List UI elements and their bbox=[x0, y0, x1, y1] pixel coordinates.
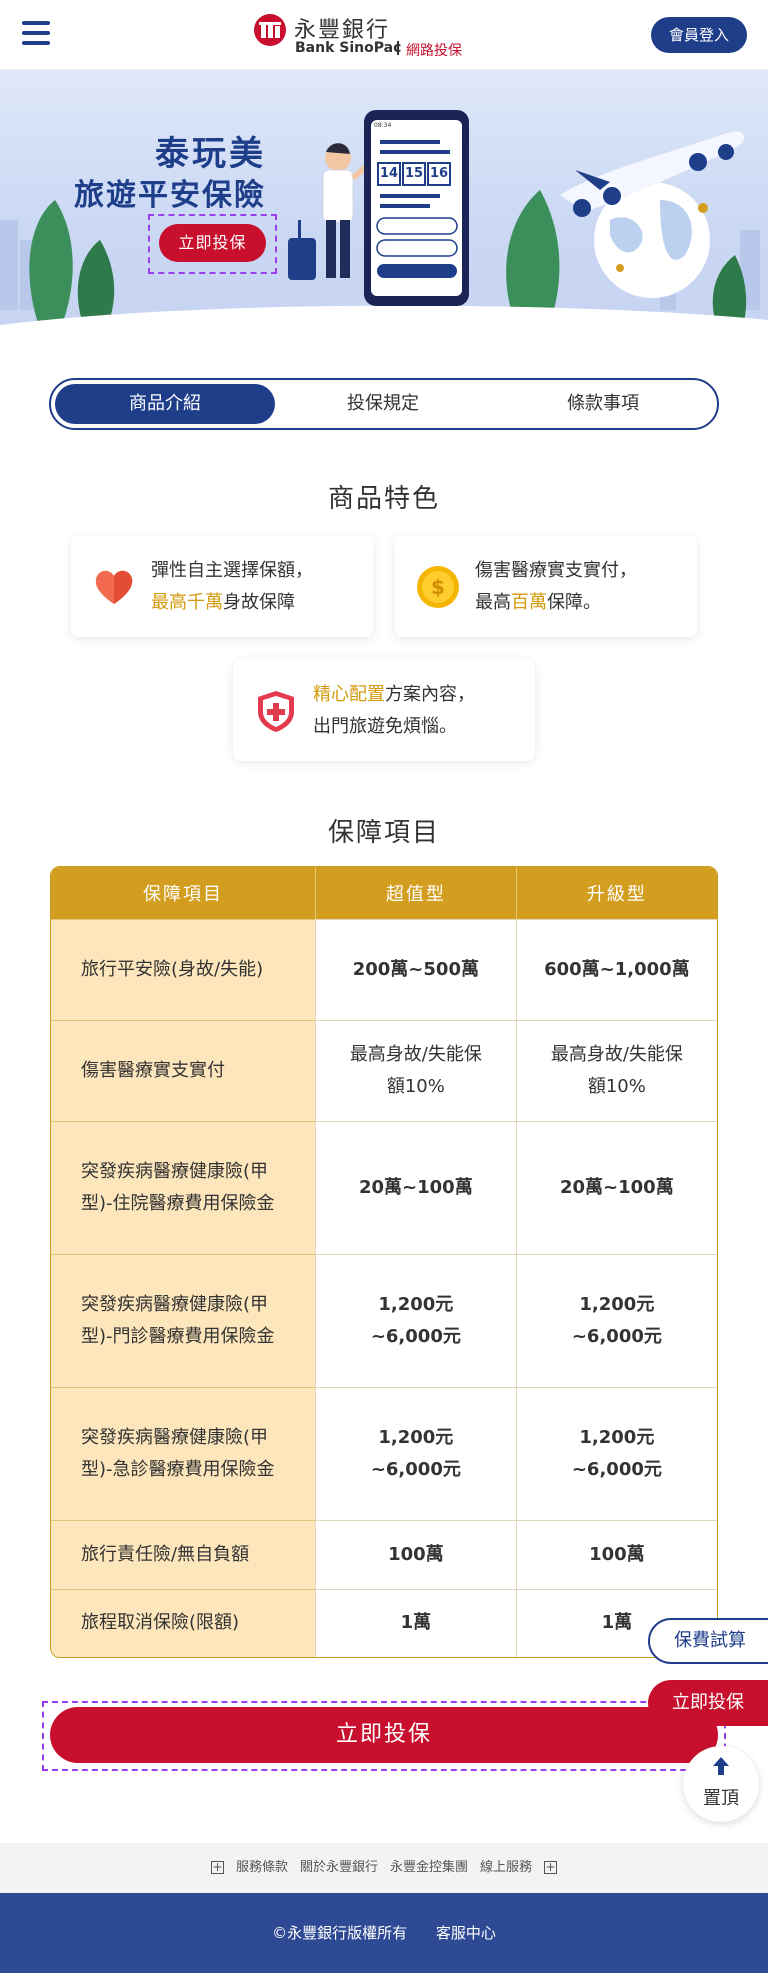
table-row: 旅程取消保險(限額) 1萬 1萬 bbox=[51, 1588, 717, 1657]
feature-text-plan: 精心配置方案內容， 出門旅遊免煩惱。 bbox=[313, 684, 475, 737]
feature-card-medical: $ 傷害醫療實支實付， 最高百萬保障。 bbox=[395, 535, 697, 637]
coverage-item-name: 突發疾病醫療健康險(甲型)-急診醫療費用保險金 bbox=[51, 1386, 316, 1520]
coverage-item-name: 突發疾病醫療健康險(甲型)-住院醫療費用保險金 bbox=[51, 1120, 316, 1254]
expand-plus-icon[interactable]: + bbox=[210, 1860, 224, 1874]
footer-link-online-service[interactable]: 線上服務 bbox=[480, 1860, 533, 1875]
value-plan-amount: 20萬~100萬 bbox=[314, 1120, 517, 1254]
features-title: 商品特色 bbox=[327, 484, 440, 514]
upgrade-plan-amount: 最高身故/失能保額10% bbox=[515, 1019, 717, 1121]
footer-link-group[interactable]: 永豐金控集團 bbox=[390, 1860, 469, 1875]
value-plan-amount: 1,200元~6,000元 bbox=[314, 1253, 517, 1387]
copyright-text: ©永豐銀行版權所有 bbox=[272, 1924, 408, 1942]
bank-name-cn: 永豐銀行 bbox=[294, 18, 391, 43]
feature-card-coverage: 彈性自主選擇保額， 最高千萬身故保障 bbox=[71, 535, 373, 637]
value-plan-amount: 1,200元~6,000元 bbox=[314, 1386, 517, 1520]
main-cta-highlight-frame bbox=[42, 1701, 726, 1771]
phone-time: 08:34 bbox=[374, 122, 392, 129]
shield-plus-icon bbox=[258, 691, 294, 732]
coverage-title: 保障項目 bbox=[327, 818, 440, 848]
header-upgrade-plan: 升級型 bbox=[515, 867, 717, 919]
tab-terms[interactable]: 條款事項 bbox=[567, 393, 639, 414]
feature-text-coverage: 彈性自主選擇保額， 最高千萬身故保障 bbox=[151, 560, 313, 613]
coverage-item-name: 突發疾病醫療健康險(甲型)-門診醫療費用保險金 bbox=[51, 1253, 316, 1387]
tab-enrollment-rules[interactable]: 投保規定 bbox=[347, 393, 419, 414]
table-row: 傷害醫療實支實付 最高身故/失能保額10% 最高身故/失能保額10% bbox=[51, 1019, 717, 1121]
banner-title-line1: 泰玩美 bbox=[155, 134, 266, 174]
table-row: 突發疾病醫療健康險(甲型)-急診醫療費用保險金 1,200元~6,000元 1,… bbox=[51, 1386, 717, 1520]
banner-title-line2: 旅遊平安保險 bbox=[74, 178, 266, 213]
table-row: 旅行平安險(身故/失能) 200萬~500萬 600萬~1,000萬 bbox=[51, 918, 717, 1020]
floating-buy-now-button[interactable]: 立即投保 bbox=[648, 1680, 768, 1726]
value-plan-amount: 1萬 bbox=[314, 1588, 517, 1657]
buy-now-button[interactable]: 立即投保 bbox=[50, 1707, 718, 1763]
arrow-up-icon bbox=[713, 1757, 729, 1775]
feature-text-medical: 傷害醫療實支實付， 最高百萬保障。 bbox=[475, 560, 637, 613]
hero-banner: 14 15 16 08:34 泰玩美 旅遊平安保險 立即投保 bbox=[0, 70, 768, 340]
footer-links-bar: + 服務條款 關於永豐銀行 永豐金控集團 線上服務 + bbox=[0, 1843, 768, 1893]
value-plan-amount: 200萬~500萬 bbox=[314, 918, 517, 1020]
airplane-illustration bbox=[560, 131, 745, 217]
table-row: 突發疾病醫療健康險(甲型)-住院醫療費用保險金 20萬~100萬 20萬~100… bbox=[51, 1120, 717, 1254]
logo-divider bbox=[397, 41, 399, 55]
expand-plus-icon[interactable]: + bbox=[544, 1860, 558, 1874]
coverage-item-name: 旅行平安險(身故/失能) bbox=[51, 918, 316, 1020]
back-to-top-button[interactable]: 置頂 bbox=[683, 1746, 759, 1822]
table-header-row: 保障項目 超值型 升級型 bbox=[51, 867, 717, 919]
back-to-top-label: 置頂 bbox=[703, 1788, 739, 1809]
svg-text:$: $ bbox=[431, 575, 445, 599]
footer-link-terms[interactable]: 服務條款 bbox=[235, 1860, 288, 1875]
upgrade-plan-amount: 600萬~1,000萬 bbox=[515, 918, 717, 1020]
banner-cta-highlight-frame bbox=[148, 214, 277, 274]
banner-buy-now-button[interactable]: 立即投保 bbox=[159, 224, 266, 262]
phone-illustration bbox=[364, 110, 469, 306]
footer-link-about[interactable]: 關於永豐銀行 bbox=[299, 1860, 378, 1875]
sub-brand-label: 網路投保 bbox=[406, 43, 462, 59]
header-coverage-item: 保障項目 bbox=[51, 867, 316, 919]
upgrade-plan-amount: 1,200元~6,000元 bbox=[515, 1253, 717, 1387]
hamburger-menu-icon[interactable] bbox=[22, 21, 50, 47]
tab-product-intro[interactable]: 商品介紹 bbox=[55, 384, 275, 424]
member-login-button[interactable]: 會員登入 bbox=[651, 17, 747, 53]
upgrade-plan-amount: 100萬 bbox=[515, 1519, 717, 1589]
footer-bottom: ©永豐銀行版權所有 客服中心 bbox=[0, 1893, 768, 1973]
product-tabs: 商品介紹 投保規定 條款事項 bbox=[49, 378, 719, 430]
bank-name-en: Bank SinoPac bbox=[295, 40, 402, 56]
coverage-item-name: 旅行責任險/無自負額 bbox=[51, 1519, 316, 1589]
phone-date-1: 14 bbox=[379, 166, 399, 181]
feature-card-plan: 精心配置方案內容， 出門旅遊免煩惱。 bbox=[233, 659, 535, 761]
header-value-plan: 超值型 bbox=[314, 867, 517, 919]
travel-illustration bbox=[0, 110, 768, 340]
value-plan-amount: 100萬 bbox=[314, 1519, 517, 1589]
sinopac-logo-icon bbox=[254, 14, 286, 46]
coverage-table: 保障項目 超值型 升級型 旅行平安險(身故/失能) 200萬~500萬 600萬… bbox=[50, 866, 718, 1658]
table-row: 突發疾病醫療健康險(甲型)-門診醫療費用保險金 1,200元~6,000元 1,… bbox=[51, 1253, 717, 1387]
upgrade-plan-amount: 20萬~100萬 bbox=[515, 1120, 717, 1254]
value-plan-amount: 最高身故/失能保額10% bbox=[314, 1019, 517, 1121]
coin-icon: $ bbox=[417, 566, 459, 608]
site-header: 永豐銀行 Bank SinoPac 網路投保 會員登入 bbox=[0, 0, 768, 70]
phone-date-2: 15 bbox=[404, 166, 424, 181]
heart-icon bbox=[95, 570, 133, 604]
table-row: 旅行責任險/無自負額 100萬 100萬 bbox=[51, 1519, 717, 1589]
coverage-item-name: 旅程取消保險(限額) bbox=[51, 1588, 316, 1657]
traveler-figure bbox=[288, 143, 374, 280]
customer-service-link[interactable]: 客服中心 bbox=[435, 1924, 496, 1942]
upgrade-plan-amount: 1,200元~6,000元 bbox=[515, 1386, 717, 1520]
coverage-item-name: 傷害醫療實支實付 bbox=[51, 1019, 316, 1121]
premium-quote-button[interactable]: 保費試算 bbox=[648, 1618, 768, 1664]
phone-date-3: 16 bbox=[429, 166, 449, 181]
